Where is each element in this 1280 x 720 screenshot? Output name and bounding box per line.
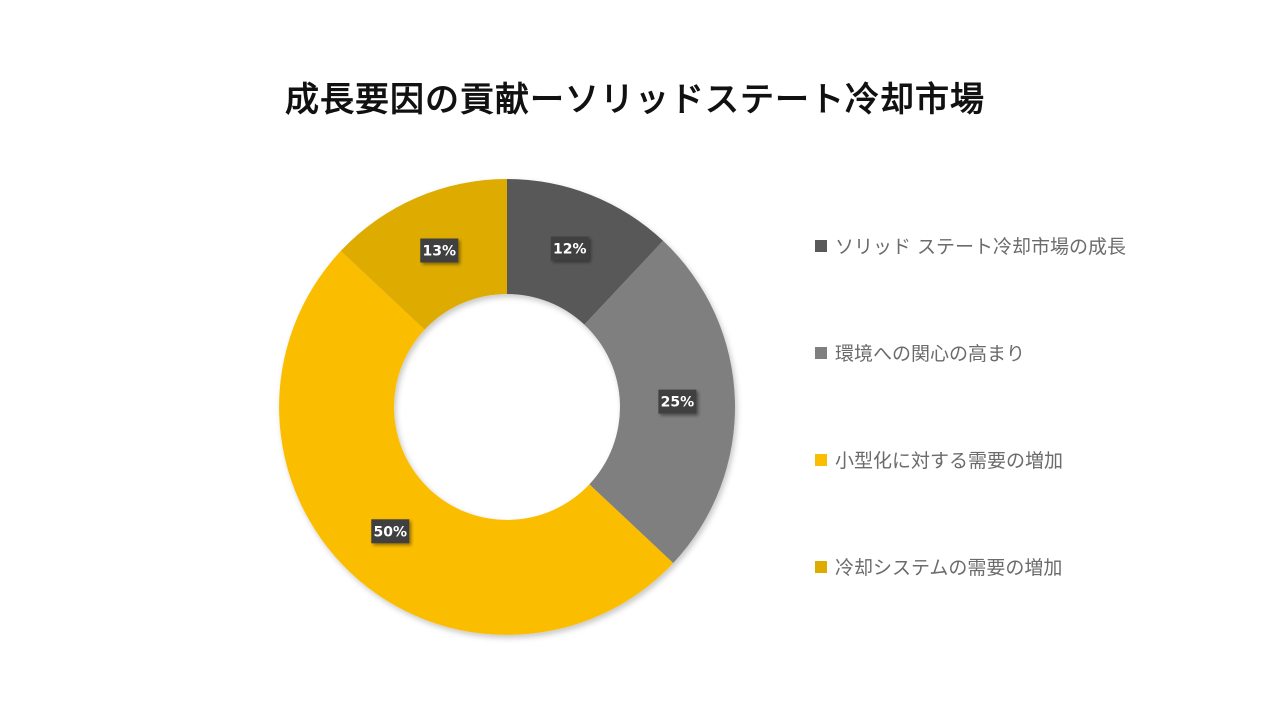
legend-swatch: [815, 346, 827, 359]
data-label-box: [658, 389, 697, 414]
data-label: 25%: [658, 389, 697, 414]
legend-label: 小型化に対する需要の増加: [835, 450, 1064, 472]
data-label-box: [550, 236, 589, 261]
data-label: 13%: [420, 238, 459, 263]
data-labels: 12% 25% 50% 13%: [371, 236, 697, 544]
legend-swatch: [815, 239, 827, 252]
chart-title: 成長要因の貢献ーソリッドステート冷却市場: [285, 80, 985, 120]
data-label-text: 25%: [661, 395, 695, 411]
legend-item: 冷却システムの需要の増加: [815, 553, 1062, 580]
legend-label: 環境への関心の高まり: [835, 343, 1026, 365]
legend-item: 環境への関心の高まり: [815, 339, 1025, 366]
data-label-text: 12%: [553, 241, 587, 257]
data-label-text: 50%: [374, 524, 408, 540]
data-label: 12%: [550, 236, 589, 261]
legend-item: ソリッド ステート冷却市場の成長: [815, 232, 1126, 259]
legend-swatch: [815, 560, 827, 573]
legend-label: ソリッド ステート冷却市場の成長: [835, 236, 1127, 258]
data-label: 50%: [371, 519, 410, 544]
legend-swatch: [815, 453, 827, 466]
legend-item: 小型化に対する需要の増加: [815, 446, 1063, 473]
legend-label: 冷却システムの需要の増加: [835, 557, 1063, 579]
data-label-text: 13%: [423, 244, 457, 260]
data-label-box: [420, 238, 459, 263]
data-label-box: [371, 519, 410, 544]
